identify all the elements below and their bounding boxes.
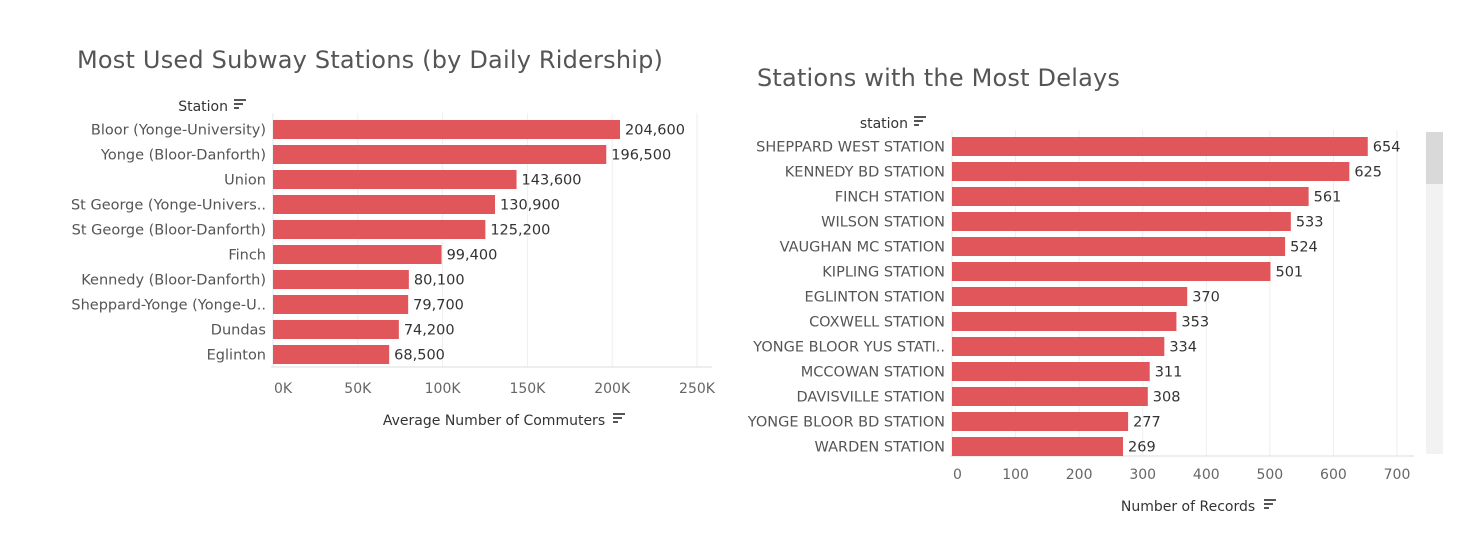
category-label: St George (Bloor-Danforth): [72, 223, 266, 239]
x-tick-label: 300: [1129, 467, 1156, 483]
scrollbar-thumb[interactable]: [1426, 132, 1443, 184]
category-label: EGLINTON STATION: [805, 290, 945, 306]
data-label: 68,500: [394, 348, 445, 364]
category-label: WILSON STATION: [821, 215, 945, 231]
bar[interactable]: [952, 387, 1148, 406]
category-label: Yonge (Bloor-Danforth): [100, 148, 266, 164]
x-tick-label: 50K: [344, 381, 372, 397]
bar[interactable]: [952, 237, 1286, 256]
bar[interactable]: [273, 220, 486, 239]
data-label: 311: [1155, 365, 1183, 381]
x-tick-label: 100K: [425, 381, 462, 397]
category-header: station: [860, 116, 908, 132]
data-label: 501: [1275, 265, 1303, 281]
x-tick-label: 250K: [679, 381, 716, 397]
category-label: VAUGHAN MC STATION: [780, 240, 945, 256]
x-axis-sort-icon[interactable]: [613, 413, 625, 423]
x-tick-label: 500: [1256, 467, 1283, 483]
bar[interactable]: [273, 295, 409, 314]
bar[interactable]: [273, 170, 517, 189]
category-label: FINCH STATION: [835, 190, 945, 206]
category-label: COXWELL STATION: [809, 315, 945, 331]
x-axis-title: Number of Records: [1121, 499, 1255, 515]
x-tick-label: 200: [1066, 467, 1093, 483]
x-tick-label: 150K: [509, 381, 546, 397]
bar[interactable]: [273, 145, 607, 164]
bar[interactable]: [952, 287, 1188, 306]
x-tick-label: 0: [953, 467, 962, 483]
bar[interactable]: [952, 212, 1291, 231]
data-label: 80,100: [414, 273, 465, 289]
category-label: Bloor (Yonge-University): [91, 123, 266, 139]
sort-icon[interactable]: [234, 99, 246, 109]
bar[interactable]: [273, 320, 399, 339]
category-label: SHEPPARD WEST STATION: [756, 140, 945, 156]
data-label: 125,200: [490, 223, 550, 239]
scrollbar-track[interactable]: [1426, 132, 1443, 454]
data-label: 74,200: [404, 323, 455, 339]
x-tick-label: 0K: [274, 381, 293, 397]
x-tick-label: 600: [1320, 467, 1347, 483]
data-label: 654: [1373, 140, 1401, 156]
bar[interactable]: [952, 162, 1350, 181]
category-label: KIPLING STATION: [822, 265, 945, 281]
bar[interactable]: [952, 412, 1129, 431]
bar[interactable]: [952, 262, 1271, 281]
data-label: 353: [1181, 315, 1209, 331]
category-label: St George (Yonge-Univers..: [71, 198, 266, 214]
x-tick-label: 100: [1002, 467, 1029, 483]
data-label: 143,600: [522, 173, 582, 189]
data-label: 277: [1133, 415, 1161, 431]
data-label: 370: [1192, 290, 1220, 306]
data-label: 99,400: [447, 248, 498, 264]
bar[interactable]: [952, 187, 1309, 206]
data-label: 130,900: [500, 198, 560, 214]
category-label: Dundas: [211, 323, 266, 339]
x-axis-title: Average Number of Commuters: [383, 413, 605, 429]
category-label: Union: [224, 173, 266, 189]
data-label: 308: [1153, 390, 1181, 406]
data-label: 269: [1128, 440, 1156, 456]
category-label: WARDEN STATION: [815, 440, 945, 456]
x-axis-sort-icon[interactable]: [1264, 499, 1276, 509]
bar[interactable]: [273, 345, 390, 364]
chart-title-delays: Stations with the Most Delays: [757, 64, 1121, 92]
bar[interactable]: [952, 362, 1150, 381]
data-label: 79,700: [413, 298, 464, 314]
category-label: Finch: [228, 248, 266, 264]
data-label: 561: [1314, 190, 1342, 206]
category-header: Station: [178, 99, 228, 115]
bar[interactable]: [273, 120, 621, 139]
data-label: 204,600: [625, 123, 685, 139]
data-label: 625: [1354, 165, 1382, 181]
category-label: Eglinton: [207, 348, 266, 364]
category-label: YONGE BLOOR YUS STATI..: [752, 340, 945, 356]
x-tick-label: 400: [1193, 467, 1220, 483]
bar[interactable]: [273, 270, 409, 289]
bar[interactable]: [952, 437, 1124, 456]
category-label: YONGE BLOOR BD STATION: [747, 415, 945, 431]
sort-icon[interactable]: [914, 116, 926, 126]
category-label: KENNEDY BD STATION: [785, 165, 945, 181]
bar[interactable]: [952, 137, 1368, 156]
bar[interactable]: [273, 245, 442, 264]
data-label: 533: [1296, 215, 1324, 231]
data-label: 196,500: [611, 148, 671, 164]
x-tick-label: 700: [1384, 467, 1411, 483]
data-label: 334: [1169, 340, 1197, 356]
category-label: Sheppard-Yonge (Yonge-U..: [71, 298, 266, 314]
x-tick-label: 200K: [594, 381, 631, 397]
category-label: Kennedy (Bloor-Danforth): [81, 273, 266, 289]
bar[interactable]: [952, 337, 1165, 356]
bar[interactable]: [273, 195, 496, 214]
data-label: 524: [1290, 240, 1318, 256]
category-label: MCCOWAN STATION: [801, 365, 945, 381]
chart-title-ridership: Most Used Subway Stations (by Daily Ride…: [77, 46, 664, 74]
category-label: DAVISVILLE STATION: [796, 390, 945, 406]
bar[interactable]: [952, 312, 1177, 331]
